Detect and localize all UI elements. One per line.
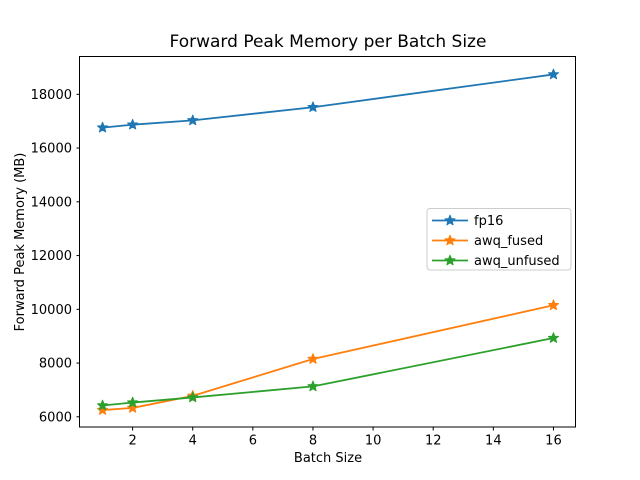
series-line-awq_fused [102, 304, 554, 411]
x-tick-label: 10 [365, 434, 382, 449]
y-tick-label: 8000 [39, 357, 72, 372]
y-tick-label: 18000 [31, 88, 72, 103]
series-marker-awq_unfused [307, 380, 319, 392]
x-tick-label: 8 [309, 434, 317, 449]
series-marker-fp16 [547, 68, 559, 80]
series-marker-awq_unfused [127, 396, 139, 408]
legend-marker-awq_unfused [444, 254, 456, 266]
legend-entry-awq_unfused: awq_unfused [432, 254, 560, 269]
x-tick-label: 16 [545, 434, 562, 449]
data-series [97, 68, 559, 415]
series-marker-fp16 [307, 101, 319, 112]
x-tick-label: 14 [485, 434, 502, 449]
plot-area [79, 56, 576, 428]
legend-label-awq_unfused: awq_unfused [474, 254, 560, 269]
legend-marker-awq_fused [444, 234, 456, 246]
legend-entry-fp16: fp16 [432, 214, 503, 229]
series-marker-awq_unfused [187, 391, 199, 403]
series-marker-awq_fused [127, 402, 139, 413]
y-tick-label: 16000 [31, 142, 72, 157]
legend-entry-awq_fused: awq_fused [432, 234, 543, 249]
x-tick-label: 12 [425, 434, 442, 449]
series-marker-awq_fused [547, 299, 559, 311]
series-line-awq_unfused [102, 337, 554, 407]
series-marker-fp16 [187, 114, 199, 126]
x-tick-label: 4 [189, 434, 197, 449]
y-tick-label: 10000 [31, 303, 72, 318]
chart-title: Forward Peak Memory per Batch Size [170, 32, 487, 52]
axis-ticks: 2 4 6 8 10 12 14 16 6000 8000 10000 12000 14000 16000… [31, 88, 562, 449]
series-line-fp16 [102, 73, 554, 129]
legend-label-awq_fused: awq_fused [474, 234, 543, 249]
y-tick-label: 6000 [39, 410, 72, 425]
legend-marker-fp16 [444, 214, 456, 226]
legend-label-fp16: fp16 [474, 214, 503, 229]
series-marker-fp16 [127, 118, 139, 130]
series-marker-awq_fused [97, 404, 109, 415]
series-marker-fp16 [97, 121, 109, 133]
series-marker-awq_unfused [97, 399, 109, 411]
x-axis-label: Batch Size [294, 451, 362, 466]
y-axis-label: Forward Peak Memory (MB) [13, 153, 28, 332]
x-tick-label: 2 [128, 434, 136, 449]
series-marker-awq_fused [307, 353, 319, 364]
y-tick-label: 14000 [31, 195, 72, 210]
series-marker-awq_unfused [547, 332, 559, 343]
x-tick-label: 6 [249, 434, 257, 449]
y-tick-label: 12000 [31, 249, 72, 264]
legend: fp16 awq_fused awq_unfused [426, 208, 572, 271]
legend-box [426, 208, 572, 271]
